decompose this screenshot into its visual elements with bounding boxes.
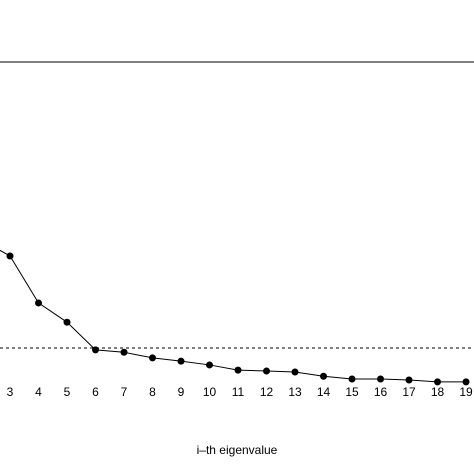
data-point <box>377 375 385 383</box>
x-tick-label: 18 <box>431 385 445 399</box>
data-point <box>63 318 71 326</box>
data-point <box>177 357 185 365</box>
data-point <box>206 361 214 369</box>
data-point <box>6 252 14 260</box>
data-point <box>263 367 271 375</box>
data-point <box>291 368 299 376</box>
data-point <box>35 299 43 307</box>
x-tick-label: 17 <box>402 385 416 399</box>
x-tick-label: 6 <box>92 385 99 399</box>
x-tick-label: 3 <box>7 385 14 399</box>
data-point <box>149 354 157 362</box>
series-line <box>0 249 467 383</box>
x-tick-label: 12 <box>260 385 274 399</box>
x-tick-label: 7 <box>121 385 128 399</box>
data-point <box>462 378 470 386</box>
x-tick-label: 11 <box>232 385 245 399</box>
x-tick-label: 19 <box>459 385 473 399</box>
x-tick-label: 15 <box>345 385 359 399</box>
x-tick-label: 10 <box>203 385 217 399</box>
x-tick-label: 9 <box>178 385 185 399</box>
data-point <box>234 366 242 374</box>
data-point <box>434 378 442 386</box>
x-tick-label: 14 <box>317 385 331 399</box>
data-point <box>348 375 356 383</box>
data-point <box>120 348 128 356</box>
data-point <box>92 346 100 354</box>
x-tick-label: 4 <box>35 385 42 399</box>
x-tick-label: 13 <box>288 385 302 399</box>
x-axis-label: i–th eigenvalue <box>197 443 278 457</box>
data-point <box>320 372 328 380</box>
x-tick-label: 8 <box>149 385 156 399</box>
x-tick-label: 5 <box>64 385 71 399</box>
x-tick-label: 16 <box>374 385 388 399</box>
data-point <box>405 376 413 384</box>
